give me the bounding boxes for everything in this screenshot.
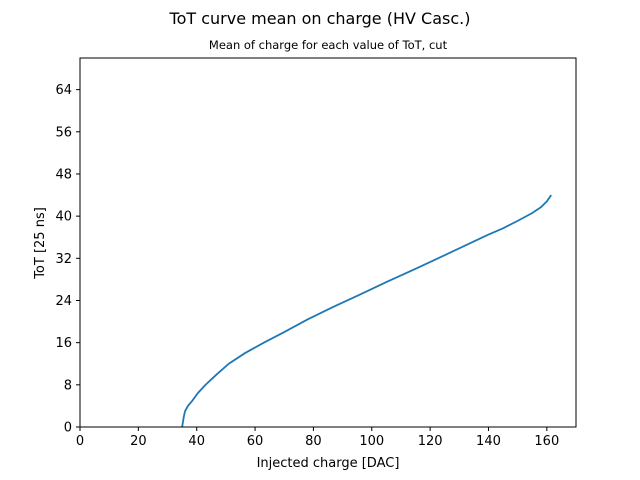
plot-frame — [79, 57, 577, 428]
x-tick-label: 60 — [247, 434, 264, 449]
tot-curve-line — [181, 194, 552, 428]
x-tick-label: 80 — [305, 434, 322, 449]
y-tick-label: 8 — [64, 378, 72, 393]
x-tick-label: 140 — [476, 434, 501, 449]
y-tick-label: 24 — [55, 294, 72, 309]
y-tick-label: 48 — [55, 167, 72, 182]
y-axis-label: ToT [25 ns] — [33, 207, 48, 280]
chart-title: ToT curve mean on charge (HV Casc.) — [169, 9, 471, 28]
x-tick-label: 40 — [188, 434, 205, 449]
y-tick-label: 0 — [64, 421, 72, 436]
y-tick-label: 64 — [55, 83, 72, 98]
x-axis-label: Injected charge [DAC] — [257, 456, 400, 471]
x-tick-label: 0 — [76, 434, 84, 449]
chart-subtitle: Mean of charge for each value of ToT, cu… — [209, 38, 448, 52]
x-tick-label: 160 — [534, 434, 559, 449]
x-tick-label: 120 — [418, 434, 443, 449]
y-axis-ticks: 0 8 16 24 32 40 48 56 64 — [55, 83, 80, 436]
y-tick-label: 32 — [55, 252, 72, 267]
y-tick-label: 16 — [55, 336, 72, 351]
x-tick-label: 20 — [130, 434, 147, 449]
y-tick-label: 40 — [55, 210, 72, 225]
x-axis-ticks: 0 20 40 60 80 100 120 140 160 — [76, 427, 559, 449]
x-tick-label: 100 — [359, 434, 384, 449]
y-tick-label: 56 — [55, 125, 72, 140]
